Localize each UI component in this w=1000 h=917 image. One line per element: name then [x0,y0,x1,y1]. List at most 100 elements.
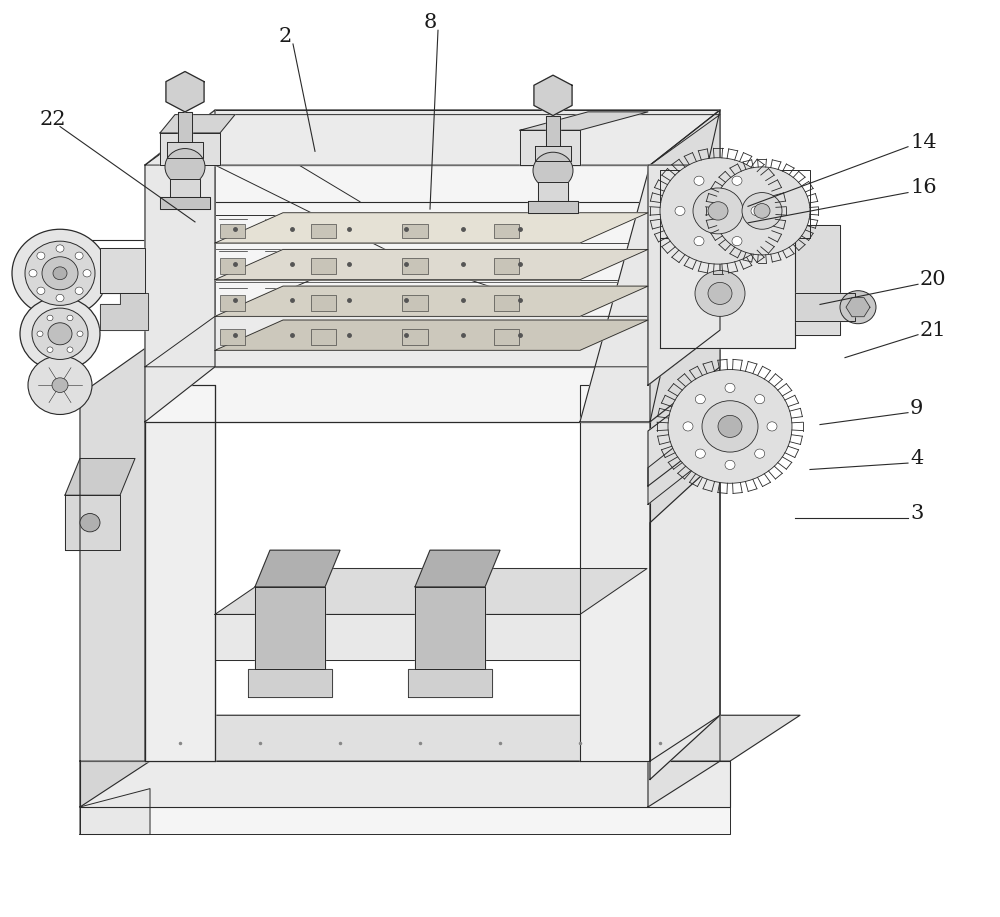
Polygon shape [650,110,720,422]
Circle shape [80,514,100,532]
Polygon shape [80,761,730,807]
Text: 22: 22 [40,110,66,128]
Circle shape [695,449,705,458]
Circle shape [75,287,83,294]
Circle shape [67,315,73,321]
Text: 9: 9 [910,399,923,417]
Polygon shape [648,413,718,504]
Polygon shape [145,385,215,761]
Polygon shape [650,339,720,761]
Polygon shape [145,110,215,422]
Circle shape [725,460,735,470]
Polygon shape [178,112,192,142]
Circle shape [714,167,810,255]
Polygon shape [145,385,215,761]
Polygon shape [215,286,648,316]
Circle shape [56,245,64,252]
Bar [494,329,519,345]
Polygon shape [415,587,485,669]
Text: 8: 8 [423,14,437,32]
Circle shape [52,378,68,392]
Polygon shape [170,179,200,197]
Polygon shape [846,298,870,316]
Bar [402,294,428,311]
Bar [220,294,245,311]
Circle shape [29,270,37,277]
Circle shape [767,422,777,431]
Bar [220,224,245,238]
Bar [311,294,336,311]
Circle shape [533,152,573,189]
Polygon shape [166,72,204,112]
Circle shape [755,394,765,403]
Polygon shape [648,376,720,486]
Circle shape [708,282,732,304]
Text: 16: 16 [910,179,937,197]
Circle shape [67,347,73,352]
Circle shape [849,299,867,315]
Polygon shape [80,715,150,807]
Circle shape [75,252,83,260]
Circle shape [56,294,64,302]
Bar [402,224,428,238]
Bar [494,224,519,238]
Polygon shape [520,112,648,130]
Polygon shape [580,110,720,422]
Bar [311,329,336,345]
Circle shape [751,206,761,215]
Polygon shape [65,495,120,550]
Circle shape [702,401,758,452]
Circle shape [694,237,704,246]
Bar [402,259,428,274]
Polygon shape [160,133,220,165]
Circle shape [12,229,108,317]
Circle shape [660,158,776,264]
Text: 21: 21 [920,321,947,339]
Polygon shape [520,130,580,165]
Circle shape [37,331,43,337]
Polygon shape [145,115,720,165]
Polygon shape [528,201,578,213]
Bar [311,224,336,238]
Circle shape [83,270,91,277]
Circle shape [32,308,88,359]
Bar [494,294,519,311]
Polygon shape [795,225,840,335]
Circle shape [53,267,67,280]
Circle shape [718,415,742,437]
Circle shape [725,383,735,392]
Circle shape [732,237,742,246]
Polygon shape [100,293,148,330]
Polygon shape [215,320,648,350]
Polygon shape [65,458,135,495]
Polygon shape [415,550,500,587]
Circle shape [37,252,45,260]
Polygon shape [215,213,648,243]
Text: 4: 4 [910,449,923,468]
Circle shape [708,202,728,220]
Circle shape [668,370,792,483]
Polygon shape [580,385,650,761]
Polygon shape [215,569,647,614]
Bar [402,329,428,345]
Circle shape [48,323,72,345]
Polygon shape [255,587,325,669]
Circle shape [47,315,53,321]
Circle shape [77,331,83,337]
Bar [494,259,519,274]
Polygon shape [145,165,650,422]
Bar [220,329,245,345]
Text: 20: 20 [920,271,947,289]
Polygon shape [80,789,150,834]
Polygon shape [650,110,720,422]
Bar [220,259,245,274]
Circle shape [732,176,742,185]
Circle shape [840,291,876,324]
Polygon shape [160,115,235,133]
Text: 14: 14 [910,133,937,151]
Polygon shape [648,458,720,807]
Text: 2: 2 [278,28,292,46]
Polygon shape [538,182,568,201]
Polygon shape [648,165,720,385]
Circle shape [37,287,45,294]
